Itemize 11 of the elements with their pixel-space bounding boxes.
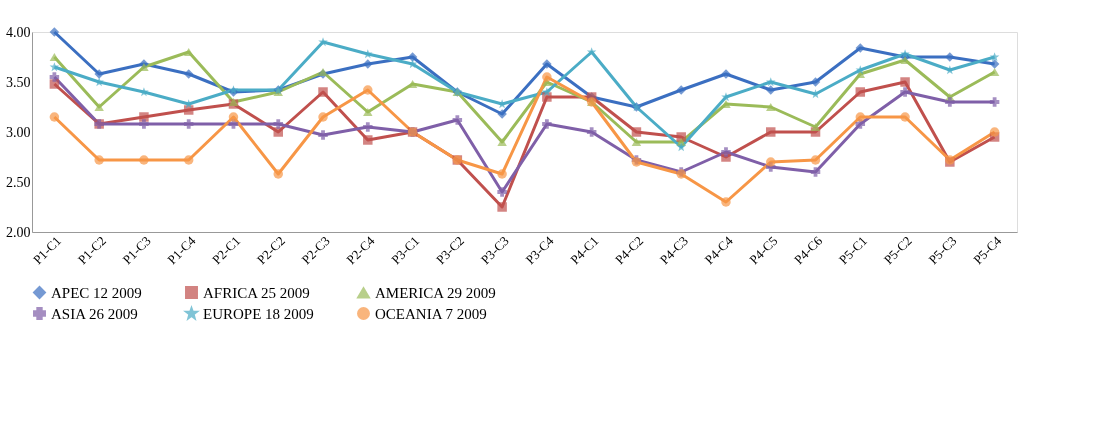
legend-label: OCEANIA 7 2009 bbox=[375, 305, 487, 322]
y-tick-label: 2.00 bbox=[6, 224, 31, 240]
legend-label: APEC 12 2009 bbox=[51, 284, 142, 301]
y-tick-label: 3.00 bbox=[6, 124, 31, 140]
y-tick-label: 4.00 bbox=[6, 24, 31, 40]
legend-label: AMERICA 29 2009 bbox=[375, 284, 496, 301]
y-tick-label: 3.50 bbox=[6, 74, 31, 90]
legend-label: ASIA 26 2009 bbox=[51, 305, 138, 322]
y-tick-label: 2.50 bbox=[6, 174, 31, 190]
legend-label: AFRICA 25 2009 bbox=[203, 284, 310, 301]
legend-label: EUROPE 18 2009 bbox=[203, 305, 314, 322]
